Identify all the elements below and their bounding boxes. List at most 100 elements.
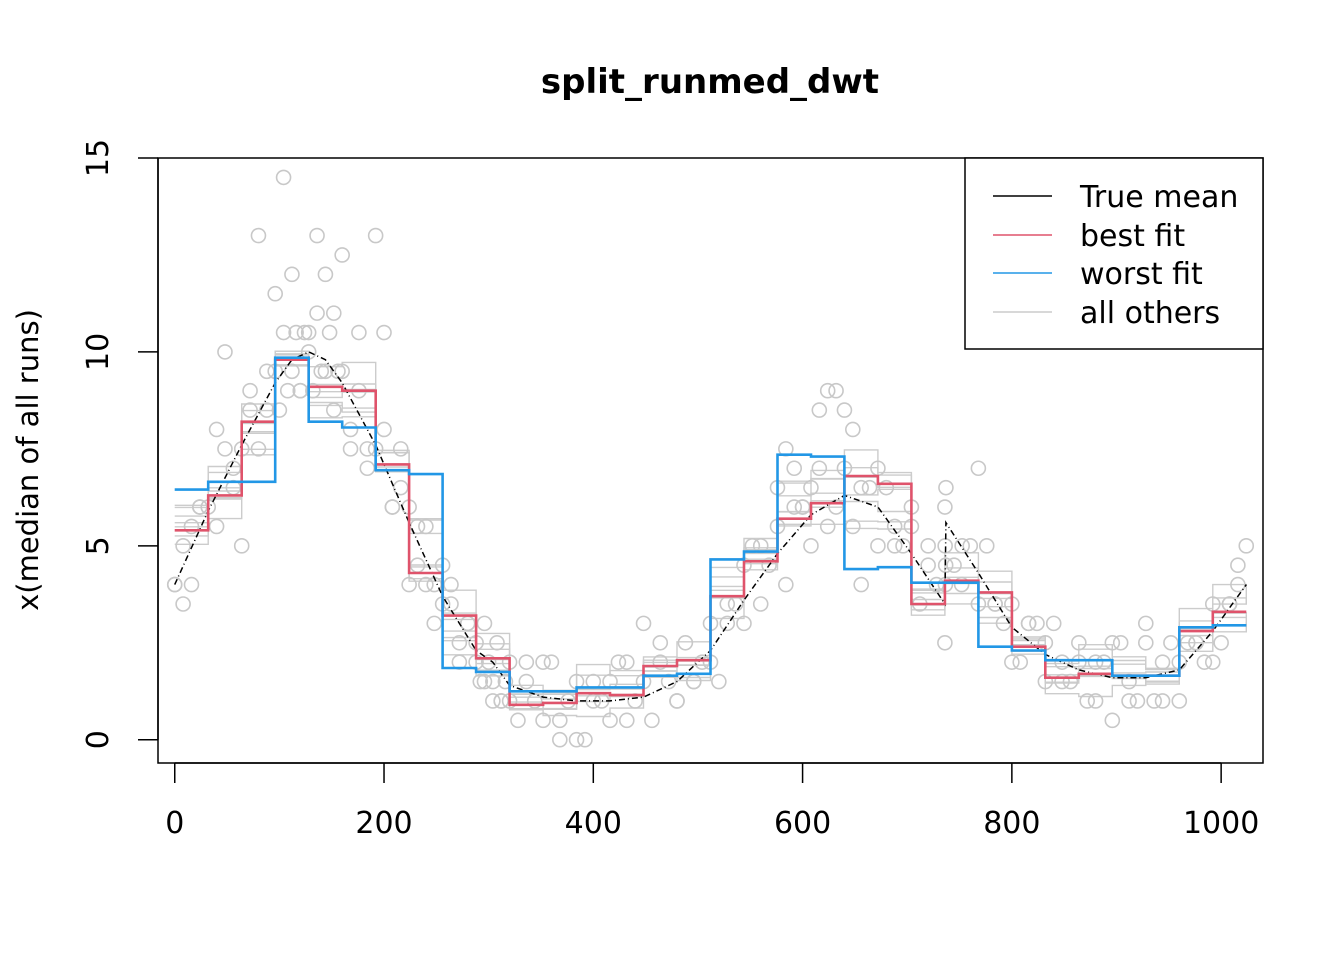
data-point [719, 596, 736, 612]
data-point [694, 654, 710, 670]
other-run-line [174, 354, 1247, 695]
legend-label-best-fit: best fit [1080, 219, 1185, 254]
data-point [861, 479, 878, 496]
data-point [271, 402, 288, 418]
data-point [497, 673, 514, 690]
data-point [166, 576, 183, 593]
data-point [480, 654, 497, 670]
data-point [392, 441, 409, 457]
data-point [183, 576, 200, 593]
data-point [275, 324, 292, 341]
series-layer [174, 351, 1247, 707]
data-point [786, 499, 803, 515]
data-point [518, 673, 535, 690]
data-point [1238, 538, 1255, 554]
data-point [325, 305, 342, 321]
data-point [845, 518, 861, 535]
data-point [878, 479, 895, 496]
data-point [552, 731, 568, 748]
data-point [1154, 654, 1171, 670]
data-point [384, 499, 401, 515]
data-point [208, 518, 225, 535]
data-point [610, 654, 627, 670]
data-point [284, 363, 300, 380]
data-point [1121, 693, 1137, 709]
data-point [845, 421, 861, 438]
data-point [367, 227, 384, 244]
data-point [334, 363, 350, 380]
data-point [493, 693, 510, 709]
data-point [1096, 654, 1112, 670]
data-point [459, 615, 476, 632]
chart-title: split_runmed_dwt [541, 62, 879, 102]
worst-fit-line [174, 356, 1247, 693]
data-point [317, 363, 334, 380]
data-point [217, 441, 233, 457]
data-point [192, 499, 208, 515]
data-point [242, 382, 258, 399]
data-point [359, 441, 376, 457]
data-point [677, 634, 694, 651]
data-point [920, 538, 936, 554]
legend-label-true-mean: True mean [1079, 180, 1238, 215]
data-point [1087, 654, 1104, 670]
data-point [510, 712, 526, 729]
data-point [828, 499, 844, 515]
data-point [485, 673, 501, 690]
data-point [1112, 634, 1129, 651]
data-point [836, 402, 853, 418]
data-point [443, 576, 459, 593]
data-point [618, 712, 635, 729]
data-point [1079, 693, 1096, 709]
data-point [669, 693, 685, 709]
data-point [786, 460, 803, 477]
data-point [1012, 654, 1029, 670]
data-point [644, 712, 660, 729]
data-point [727, 596, 744, 612]
data-point [535, 712, 551, 729]
data-point [1071, 634, 1087, 651]
data-point [175, 596, 191, 612]
y-tick-label: 0 [81, 730, 116, 749]
data-point [895, 538, 911, 554]
data-point [1004, 654, 1020, 670]
data-point [342, 421, 359, 438]
data-point [803, 479, 819, 496]
data-point [560, 693, 576, 709]
data-point [472, 673, 489, 690]
data-point [819, 382, 836, 399]
data-point [401, 576, 417, 593]
data-point [1104, 712, 1121, 729]
data-point [342, 441, 359, 457]
data-point [296, 324, 313, 341]
data-point [208, 421, 225, 438]
data-point [1029, 615, 1045, 632]
data-point [1138, 634, 1154, 651]
legend: True mean best fit worst fit all others [964, 157, 1264, 350]
legend-box [964, 157, 1264, 350]
data-point [870, 538, 886, 554]
data-point [376, 324, 392, 341]
data-point [568, 731, 585, 748]
data-point [635, 615, 652, 632]
data-point [685, 673, 702, 690]
data-point [334, 247, 350, 263]
data-point [711, 673, 727, 690]
data-point [1154, 693, 1171, 709]
points-layer [166, 169, 1255, 748]
data-point [418, 576, 434, 593]
data-point [995, 615, 1012, 632]
data-point [602, 712, 618, 729]
y-axis-label: x(median of all runs) [11, 309, 45, 611]
data-point [426, 615, 443, 632]
data-point [1071, 654, 1087, 670]
data-point [853, 576, 869, 593]
data-point [275, 169, 292, 186]
legend-label-all-others: all others [1080, 296, 1220, 331]
data-point [1204, 654, 1221, 670]
data-point [778, 576, 794, 593]
data-point [1045, 615, 1062, 632]
data-point [518, 654, 535, 670]
data-point [489, 634, 505, 651]
data-point [288, 324, 304, 341]
